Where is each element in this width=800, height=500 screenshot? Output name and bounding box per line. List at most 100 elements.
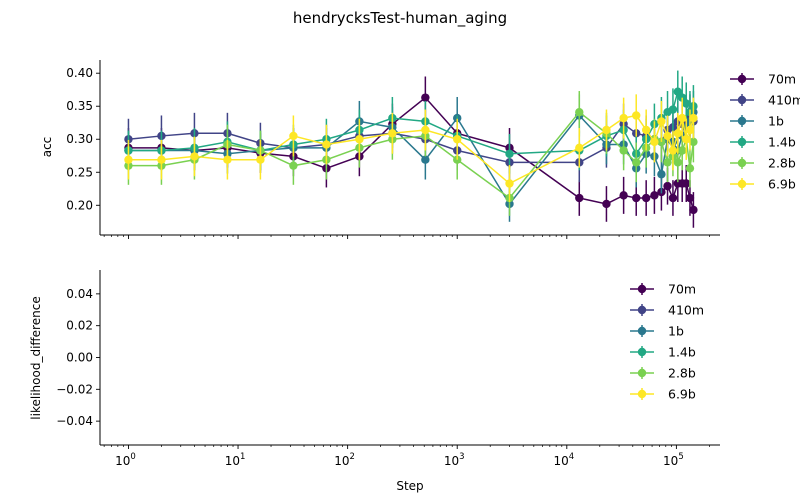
y-tick-label: 0.25 bbox=[66, 165, 93, 179]
legend-marker bbox=[637, 389, 647, 399]
y-tick-label: 0.02 bbox=[66, 319, 93, 333]
bottom-legend: 70m 410m 1b 1.4b 2.8b 6.9b bbox=[630, 282, 704, 402]
legend-label: 6.9b bbox=[668, 387, 696, 402]
data-point bbox=[682, 135, 691, 144]
data-point bbox=[657, 170, 666, 179]
series-line-70m bbox=[128, 96, 695, 211]
legend-marker bbox=[737, 95, 747, 105]
data-point bbox=[632, 111, 641, 120]
legend-marker bbox=[637, 368, 647, 378]
legend-label: 410m bbox=[668, 303, 704, 318]
legend-item-6.9b: 6.9b bbox=[730, 177, 796, 192]
data-point bbox=[632, 193, 641, 203]
series-6.9b bbox=[124, 94, 698, 202]
y-tick-label: 0.00 bbox=[66, 351, 93, 365]
data-point bbox=[641, 193, 651, 203]
legend-marker bbox=[737, 158, 747, 168]
legend-marker bbox=[637, 326, 647, 336]
data-point bbox=[650, 137, 659, 147]
data-point bbox=[673, 158, 682, 167]
data-point bbox=[663, 158, 672, 167]
top-legend: 70m 410m 1b 1.4b 2.8b 6.9b bbox=[730, 72, 800, 192]
top-panel: 0.20 0.25 0.30 0.35 0.40 acc 70m 410m 1b 1.4b 2.… bbox=[40, 60, 800, 239]
data-point bbox=[689, 137, 698, 147]
bottom-panel: −0.04−0.020.000.020.04 100 101 102 103 104 10… bbox=[29, 270, 720, 493]
legend-label: 410m bbox=[768, 93, 800, 108]
legend-item-70m: 70m bbox=[730, 72, 796, 87]
data-point bbox=[673, 129, 682, 138]
data-point bbox=[663, 131, 672, 141]
data-point bbox=[668, 105, 678, 114]
data-point bbox=[388, 129, 397, 138]
data-point bbox=[256, 155, 265, 164]
y-tick-label: 0.20 bbox=[66, 198, 93, 212]
legend-item-2.8b: 2.8b bbox=[630, 366, 696, 381]
data-point bbox=[641, 125, 651, 135]
legend-label: 2.8b bbox=[668, 366, 696, 381]
top-x-axis bbox=[103, 235, 710, 239]
data-point bbox=[421, 125, 430, 135]
x-tick-label: 102 bbox=[334, 452, 355, 468]
x-tick-label: 101 bbox=[225, 452, 246, 468]
data-point bbox=[663, 181, 672, 191]
legend-item-1.4b: 1.4b bbox=[630, 345, 696, 360]
x-tick-label: 103 bbox=[444, 452, 465, 468]
data-point bbox=[322, 140, 331, 149]
legend-marker bbox=[637, 305, 647, 315]
legend-item-1b: 1b bbox=[630, 324, 684, 339]
legend-marker bbox=[637, 347, 647, 357]
data-point bbox=[682, 99, 691, 108]
legend-marker bbox=[737, 74, 747, 84]
legend-item-6.9b: 6.9b bbox=[630, 387, 696, 402]
x-axis-label: Step bbox=[396, 479, 423, 493]
data-point bbox=[685, 193, 695, 203]
data-point bbox=[632, 158, 641, 167]
bottom-y-axis: −0.04 −0.02 0.00 0.02 0.04 bbox=[56, 287, 100, 428]
data-point bbox=[678, 146, 687, 155]
data-point bbox=[619, 191, 628, 200]
legend-label: 1b bbox=[668, 324, 684, 339]
data-point bbox=[505, 179, 514, 188]
y-tick-label: 0.04 bbox=[66, 287, 93, 301]
data-point bbox=[421, 155, 430, 164]
data-point bbox=[682, 179, 691, 188]
series-line-2.8b bbox=[128, 111, 695, 200]
legend-label: 70m bbox=[768, 72, 796, 87]
y-tick-label: 0.35 bbox=[66, 99, 93, 113]
data-point bbox=[124, 155, 133, 164]
data-point bbox=[689, 113, 698, 123]
legend-item-2.8b: 2.8b bbox=[730, 156, 796, 171]
legend-item-410m: 410m bbox=[730, 93, 800, 108]
legend-marker bbox=[737, 116, 747, 126]
y-tick-label: −0.04 bbox=[56, 414, 93, 428]
data-point bbox=[619, 146, 628, 155]
data-point bbox=[685, 164, 695, 173]
data-point bbox=[223, 155, 232, 164]
bottom-x-axis: 100 101 102 103 104 105 bbox=[103, 445, 710, 468]
data-point bbox=[157, 155, 166, 164]
data-point bbox=[668, 146, 678, 155]
data-point bbox=[678, 113, 687, 123]
data-point bbox=[575, 143, 584, 153]
y-tick-label: −0.02 bbox=[56, 382, 93, 396]
data-point bbox=[650, 191, 659, 200]
data-point bbox=[657, 117, 666, 126]
legend-item-1.4b: 1.4b bbox=[730, 135, 796, 150]
data-point bbox=[602, 199, 611, 209]
data-point bbox=[668, 193, 678, 203]
top-series-group bbox=[124, 70, 698, 228]
legend-label: 70m bbox=[668, 282, 696, 297]
legend-marker bbox=[737, 179, 747, 189]
y-tick-label: 0.30 bbox=[66, 132, 93, 146]
data-point bbox=[289, 161, 298, 170]
data-point bbox=[602, 125, 611, 135]
legend-marker bbox=[637, 284, 647, 294]
legend-label: 2.8b bbox=[768, 156, 796, 171]
data-point bbox=[355, 135, 364, 144]
legend-label: 1b bbox=[768, 114, 784, 129]
x-tick-label: 104 bbox=[553, 452, 574, 468]
data-point bbox=[689, 205, 698, 215]
data-point bbox=[505, 149, 514, 158]
data-point bbox=[685, 125, 695, 135]
